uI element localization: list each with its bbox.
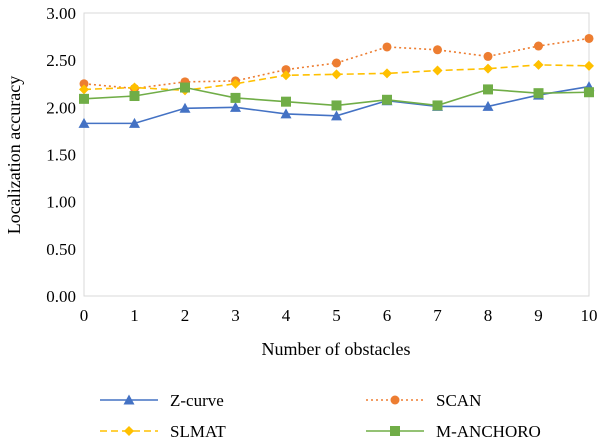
data-point-series-3: [129, 91, 140, 102]
legend-marker: [390, 426, 400, 436]
data-point-series-3: [331, 100, 342, 111]
data-point-series-2: [331, 69, 342, 80]
data-point-series-2: [483, 63, 493, 74]
data-point-series-2: [382, 68, 392, 79]
x-tick-label: 3: [231, 306, 240, 325]
legend-item: Z-curve: [100, 391, 224, 410]
data-point-series-3: [230, 92, 241, 103]
legend: Z-curve SCAN SLMAT M-ANCHORO: [100, 391, 541, 441]
data-point-series-2: [584, 60, 594, 71]
data-point-series-3: [584, 87, 594, 98]
data-point-series-0: [230, 101, 241, 112]
data-point-series-1: [534, 41, 543, 51]
legend-marker: [123, 394, 135, 405]
data-point-series-2: [281, 70, 291, 81]
y-tick-label: 0.00: [46, 287, 76, 306]
plot-area: [83, 12, 590, 297]
data-point-series-1: [483, 51, 493, 61]
data-point-series-0: [482, 100, 494, 111]
legend-label: SCAN: [436, 391, 481, 410]
data-point-series-0: [78, 117, 90, 128]
y-tick-label: 1.00: [46, 193, 76, 212]
data-point-series-3: [281, 96, 291, 107]
y-tick-label: 3.00: [46, 4, 76, 23]
data-point-series-3: [432, 100, 443, 111]
x-tick-label: 1: [130, 306, 139, 325]
y-tick-label: 0.50: [46, 240, 76, 259]
data-point-series-2: [79, 84, 89, 95]
data-point-series-0: [129, 117, 140, 128]
series-line-1: [83, 37, 590, 90]
data-point-series-1: [382, 42, 392, 52]
y-axis-title: Localization accuracy: [4, 76, 24, 234]
x-tick-label: 5: [332, 306, 341, 325]
x-tick-label: 4: [282, 306, 291, 325]
y-tick-label: 1.50: [46, 146, 76, 165]
data-point-series-1: [79, 79, 89, 89]
data-point-series-3: [180, 82, 190, 93]
data-point-series-3: [483, 84, 493, 95]
x-tick-label: 6: [383, 306, 392, 325]
data-point-series-0: [331, 110, 342, 121]
x-axis-title: Number of obstacles: [262, 339, 411, 359]
legend-label: M-ANCHORO: [436, 422, 541, 441]
data-point-series-2: [533, 59, 544, 70]
data-point-series-1: [433, 45, 442, 55]
data-point-series-2: [432, 65, 443, 76]
x-tick-label: 10: [581, 306, 598, 325]
legend-label: SLMAT: [170, 422, 226, 441]
x-tick-label: 2: [181, 306, 190, 325]
data-point-series-0: [179, 102, 191, 113]
x-tick-label: 0: [80, 306, 89, 325]
x-tick-label: 8: [484, 306, 493, 325]
data-point-series-3: [533, 88, 544, 99]
y-axis-ticks: 0.00 0.50 1.00 1.50 2.00 2.50 3.00: [46, 4, 76, 306]
data-point-series-3: [382, 94, 392, 105]
data-point-series-2: [129, 82, 140, 93]
legend-item: SLMAT: [100, 422, 226, 441]
data-point-series-3: [79, 93, 89, 104]
x-axis-ticks: 0 1 2 3 4 5 6 7 8 9 10: [80, 306, 598, 325]
data-point-series-0: [280, 108, 292, 119]
legend-item: M-ANCHORO: [366, 422, 541, 441]
data-point-series-2: [230, 78, 241, 89]
data-point-series-1: [281, 65, 291, 75]
y-tick-label: 2.50: [46, 51, 76, 70]
x-tick-label: 7: [433, 306, 442, 325]
legend-marker: [390, 395, 400, 405]
data-point-series-1: [584, 33, 594, 43]
series-markers: [78, 33, 595, 128]
y-tick-label: 2.00: [46, 98, 76, 117]
x-tick-label: 9: [534, 306, 543, 325]
data-point-series-1: [332, 58, 341, 68]
legend-label: Z-curve: [170, 391, 224, 410]
legend-marker: [124, 426, 134, 436]
legend-item: SCAN: [366, 391, 481, 410]
